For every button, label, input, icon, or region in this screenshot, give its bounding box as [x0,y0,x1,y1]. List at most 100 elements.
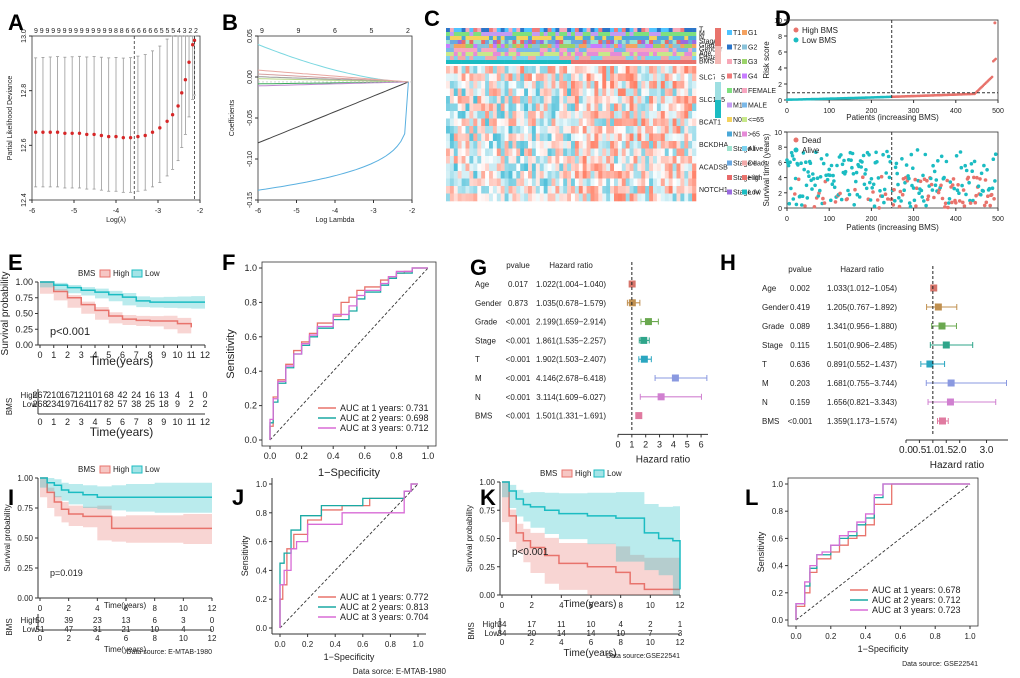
heatmap-cell [465,111,470,119]
heatmap-cell [563,88,568,97]
heatmap-cell [676,66,681,74]
row-hazard-ratio: 1.861(1.535−2.257) [536,336,606,345]
row-hazard-ratio: 1.656(0.821−3.343) [827,398,897,407]
heatmap-cell [465,133,470,142]
annotation-cell [500,40,505,44]
heatmap-cell [621,88,626,97]
heatmap-cell [535,96,540,104]
heatmap-cell [649,186,654,194]
annotation-cell [633,56,638,60]
survival-point [875,160,879,164]
survival-point [869,177,874,181]
heatmap-cell [688,96,693,104]
heatmap-cell [649,96,654,104]
heatmap-cell [653,73,658,82]
heatmap-cell [559,193,564,202]
y-tick-label: 10 [774,130,782,137]
heatmap-cell [582,141,587,149]
annotation-cell [637,28,642,32]
heatmap-cell [535,193,540,202]
heatmap-cell [610,171,615,179]
heatmap-cell [692,126,697,134]
annotation-cell [598,36,603,40]
annotation-cell [594,36,599,40]
heatmap-cell [590,193,595,202]
heatmap-cell [614,171,619,179]
heatmap-cell [649,88,654,97]
heatmap-cell [645,118,650,127]
heatmap-cell [528,111,533,119]
survival-point [871,190,875,194]
heatmap-cell [598,156,603,164]
heatmap-cell [485,163,490,172]
heatmap-cell [531,66,537,74]
annotation-cell [684,32,689,36]
annotation-cell [645,28,650,32]
annotation-cell [563,36,568,40]
heatmap-cell [680,141,685,149]
y-tick-label: 0.75 [479,506,495,515]
heatmap-cell [668,111,673,119]
annotation-cell [571,28,576,32]
x-tick-label: -6 [29,208,35,215]
heatmap-cell [446,133,451,142]
annotation-cell [621,28,626,32]
heatmap-cell [578,141,583,149]
annotation-cell [555,32,560,36]
heatmap-cell [520,88,525,97]
heatmap-cell [543,148,548,157]
heatmap-cell [637,111,642,119]
annotation-cell [574,56,580,60]
heatmap-cell [602,111,607,119]
heatmap-cell [684,111,689,119]
heatmap-cell [469,73,474,82]
heatmap-cell [555,66,560,74]
heatmap-cell [457,103,462,112]
survival-point [907,176,911,181]
heatmap-cell [563,73,568,82]
survival-point [962,204,967,208]
annotation-cell [692,56,697,60]
heatmap-cell [465,141,470,149]
annotation-cell [625,36,630,40]
risk-count: 34 [498,620,507,629]
annotation-cell [477,48,482,52]
heatmap-cell [489,88,494,97]
heatmap-cell [457,88,462,97]
heatmap-cell [668,186,673,194]
heatmap-cell [680,163,685,172]
heatmap-cell [567,133,572,142]
annotation-cell [574,28,580,32]
heatmap-cell [563,186,568,194]
heatmap-cell [571,111,576,119]
annotation-cell [485,52,490,56]
heatmap-cell [473,88,478,97]
heatmap-cell [664,118,669,127]
variable-name: M [762,379,769,388]
heatmap-cell [582,118,587,127]
heatmap-cell [567,88,572,97]
heatmap-cell [535,163,540,172]
annotation-cell [461,60,466,64]
panel-label-f: F [222,250,235,275]
survival-point [850,165,854,170]
heatmap-cell [660,178,665,187]
annotation-cell [555,52,560,56]
heatmap-cell [461,88,466,97]
legend-label: AUC at 2 years: 0.813 [340,602,429,612]
deviance-point [158,126,162,130]
heatmap-cell [633,141,638,149]
x-tick-label: 6 [120,350,125,360]
heatmap-cell [539,73,544,82]
heatmap-cell [680,103,685,112]
annotation-cell [578,52,583,56]
heatmap-cell [524,141,529,149]
heatmap-cell [485,193,490,202]
annotation-cell [633,32,638,36]
heatmap-cell [586,96,591,104]
annotation-cell [656,56,662,60]
gene-label: NOTCH1 [699,187,728,194]
annotation-cell [496,44,501,48]
annotation-cell [555,44,560,48]
x-tick-label: -2 [197,208,203,215]
